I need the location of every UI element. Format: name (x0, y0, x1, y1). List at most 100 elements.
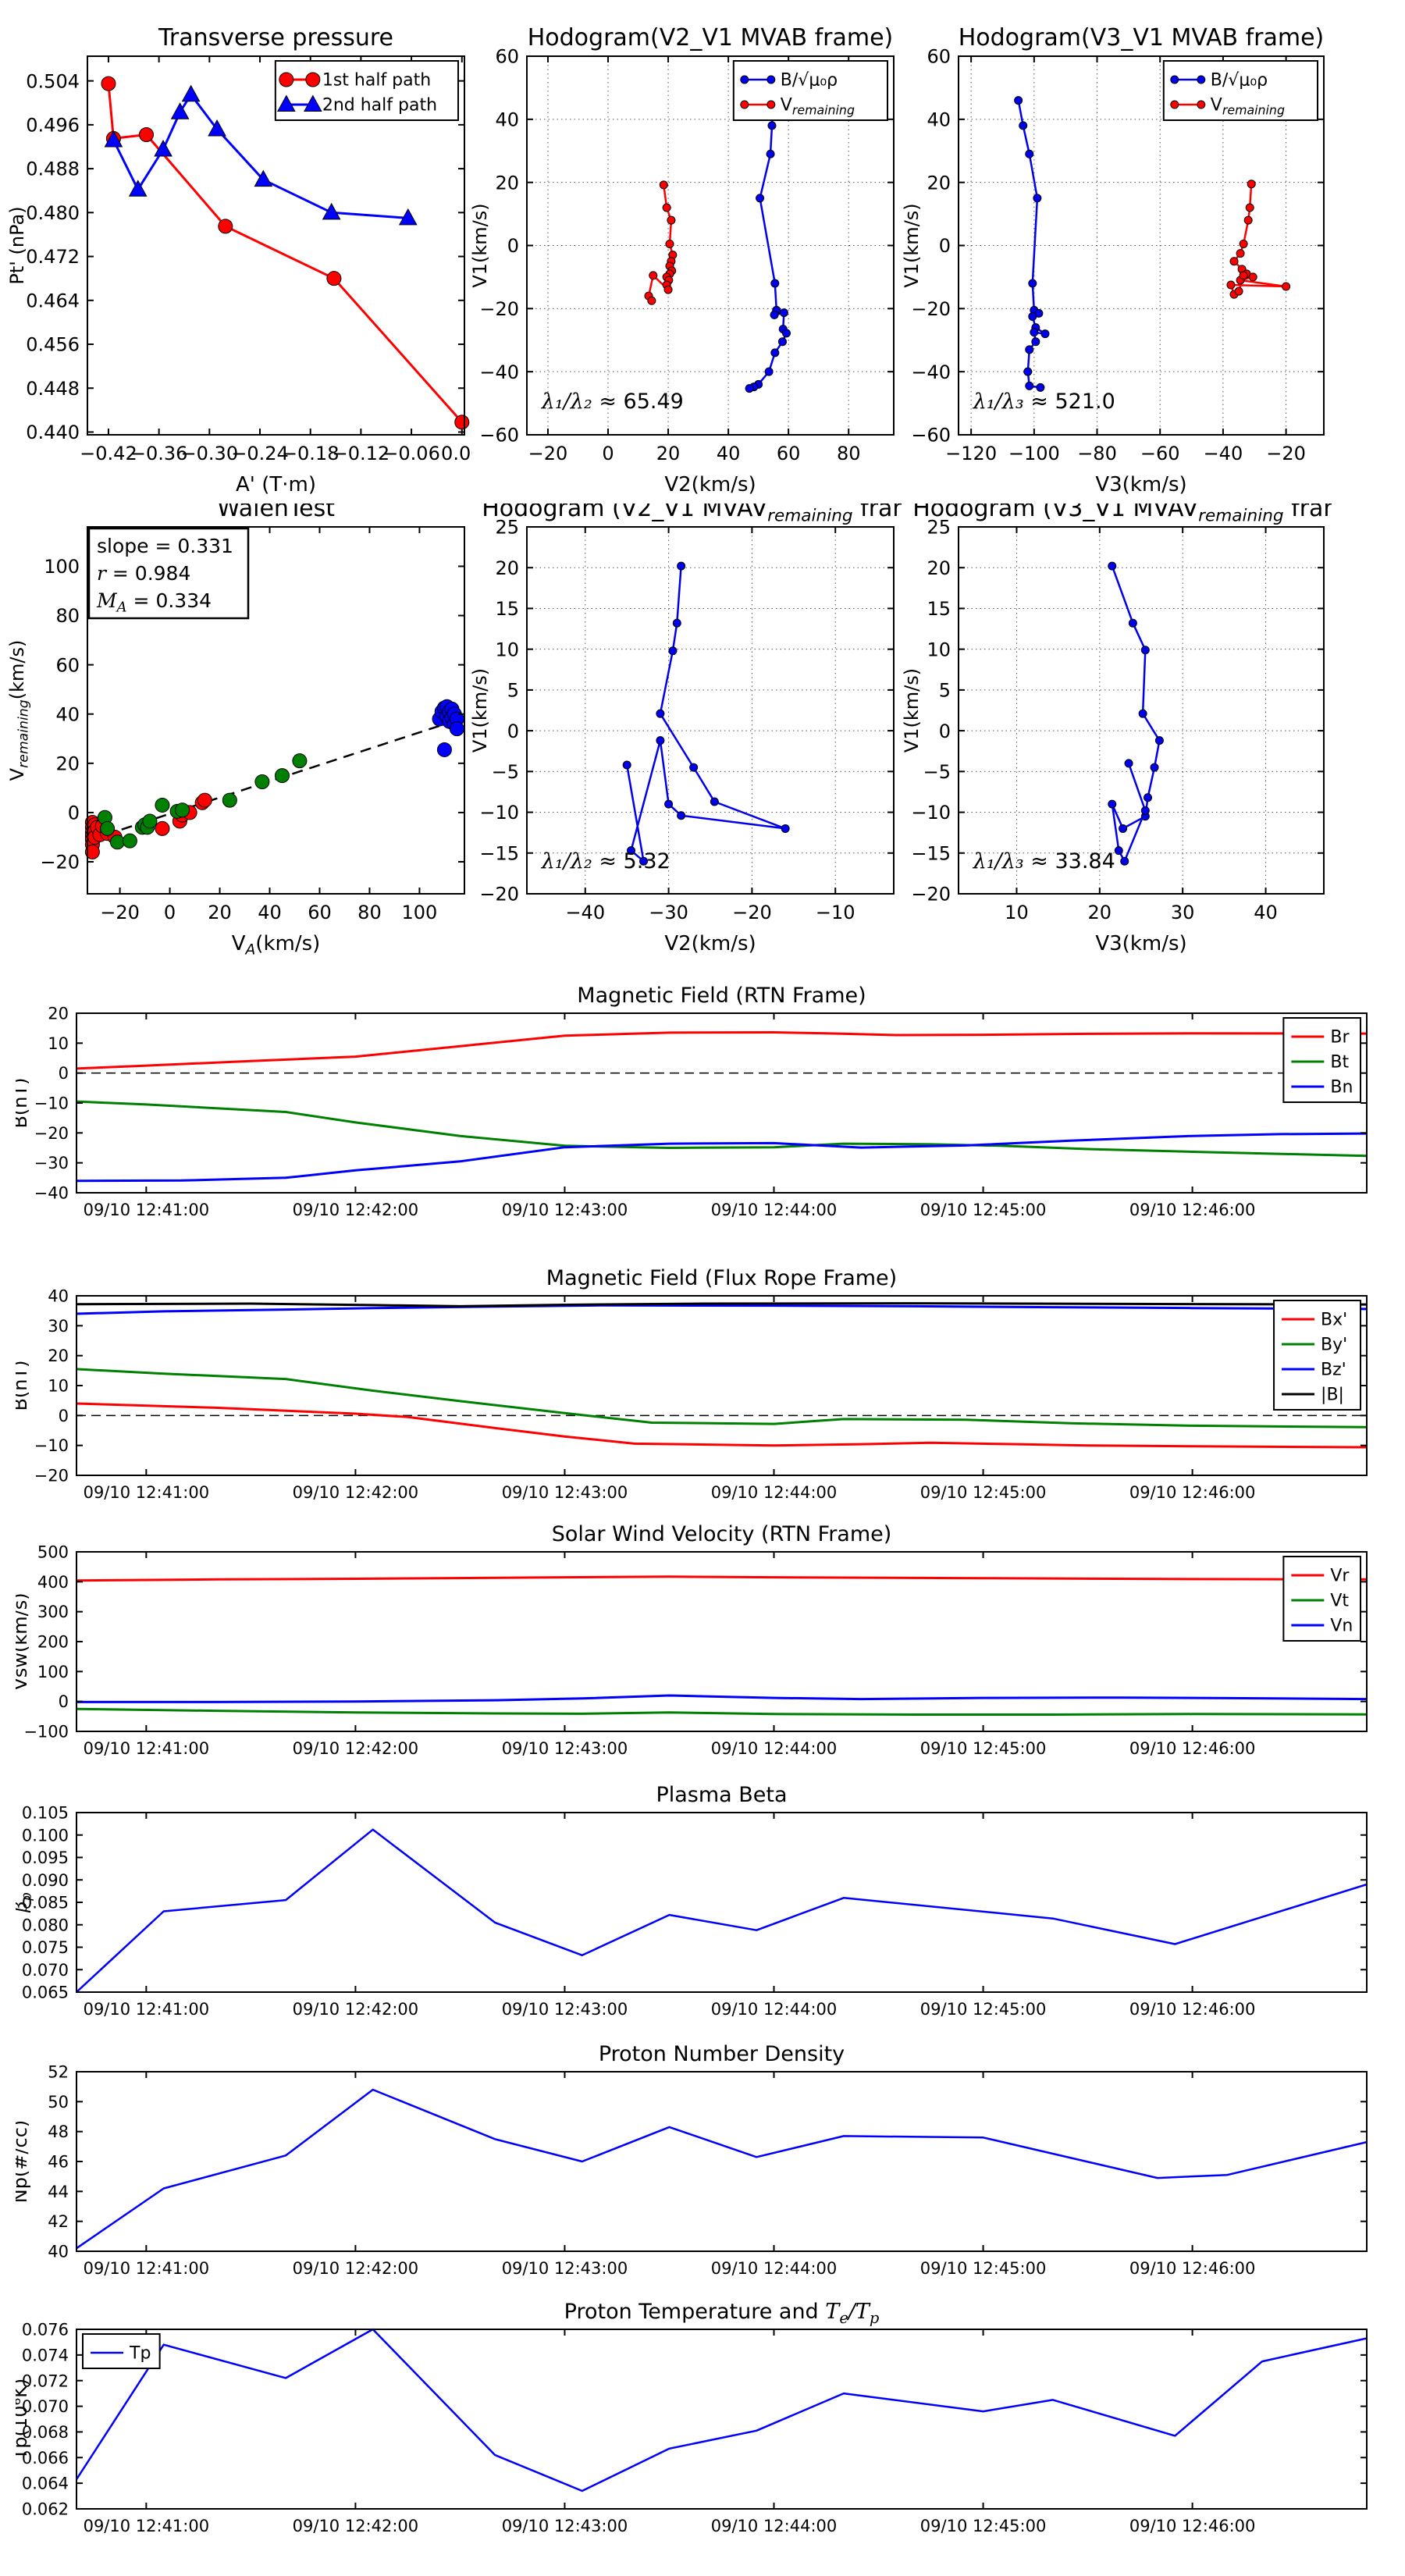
svg-text:Vremaining: Vremaining (1211, 95, 1285, 117)
svg-text:−0.06: −0.06 (382, 443, 440, 464)
svg-text:09/10 12:41:00: 09/10 12:41:00 (84, 1483, 210, 1502)
svg-text:20: 20 (656, 443, 681, 464)
svg-text:Hodogram (V3_V1 MVAVremaining: Hodogram (V3_V1 MVAVremaining frame) (912, 503, 1332, 526)
plasma-beta-chart: 09/10 12:41:00 09/10 12:42:00 09/10 12:43:… (16, 1784, 1378, 2028)
svg-text:09/10 12:41:00: 09/10 12:41:00 (84, 2517, 210, 2535)
svg-text:−40: −40 (565, 902, 605, 923)
svg-text:0: 0 (59, 1407, 69, 1425)
svg-text:09/10 12:41:00: 09/10 12:41:00 (84, 1739, 210, 1758)
svg-text:−60: −60 (479, 425, 519, 447)
svg-text:λ₁/λ₃ ≈ 33.84: λ₁/λ₃ ≈ 33.84 (973, 849, 1115, 873)
walen-test-chart: −20 0 20 40 60 80 100 −20 0 20 40 60 80 100 WalenTest V… (3, 503, 472, 961)
svg-text:60: 60 (308, 902, 332, 923)
svg-text:−5: −5 (492, 761, 519, 783)
solar-wind-velocity-canvas: 09/10 12:41:00 09/10 12:42:00 09/10 12:43:… (16, 1524, 1368, 1758)
svg-text:09/10 12:43:00: 09/10 12:43:00 (502, 1201, 628, 1219)
svg-text:09/10 12:42:00: 09/10 12:42:00 (293, 2259, 419, 2278)
svg-text:0.065: 0.065 (22, 1984, 69, 2002)
svg-text:Solar Wind Velocity (RTN Frame: Solar Wind Velocity (RTN Frame) (552, 1524, 892, 1546)
svg-text:By': By' (1321, 1335, 1347, 1354)
svg-text:09/10 12:46:00: 09/10 12:46:00 (1129, 1739, 1256, 1758)
svg-text:09/10 12:43:00: 09/10 12:43:00 (502, 2517, 628, 2535)
svg-text:100: 100 (44, 556, 80, 578)
svg-text:0.085: 0.085 (22, 1894, 69, 1912)
svg-text:60: 60 (55, 654, 80, 676)
svg-text:20: 20 (495, 172, 519, 194)
svg-text:09/10 12:46:00: 09/10 12:46:00 (1129, 2000, 1256, 2019)
svg-text:−20: −20 (911, 298, 951, 320)
svg-text:09/10 12:41:00: 09/10 12:41:00 (84, 2259, 210, 2278)
svg-text:slope = 0.331: slope = 0.331 (97, 535, 233, 557)
svg-text:βp: βp (16, 1893, 34, 1913)
svg-text:0.480: 0.480 (26, 202, 80, 224)
hodogram-v3v1-mvav-chart: 10 20 30 40 −20 −15 −10 −5 0 5 10 15 20 25 Hodogram (V… (898, 503, 1332, 961)
svg-text:λ₁/λ₂ ≈ 5.32: λ₁/λ₂ ≈ 5.32 (541, 849, 670, 873)
svg-text:20: 20 (927, 172, 951, 194)
svg-text:Vsw(km/s): Vsw(km/s) (16, 1592, 31, 1690)
svg-text:B/√μ₀ρ: B/√μ₀ρ (781, 70, 838, 90)
svg-text:V2(km/s): V2(km/s) (664, 932, 756, 955)
svg-text:0.072: 0.072 (22, 2371, 69, 2390)
svg-text:09/10 12:42:00: 09/10 12:42:00 (293, 2517, 419, 2535)
svg-text:V1(km/s): V1(km/s) (469, 668, 491, 753)
svg-text:Vn: Vn (1330, 1616, 1353, 1635)
svg-text:0.074: 0.074 (22, 2346, 69, 2364)
svg-text:10: 10 (48, 1377, 69, 1396)
svg-text:200: 200 (37, 1633, 69, 1652)
svg-text:09/10 12:45:00: 09/10 12:45:00 (920, 2259, 1047, 2278)
svg-text:40: 40 (927, 109, 951, 130)
svg-text:|B|: |B| (1321, 1385, 1344, 1404)
svg-text:0: 0 (164, 902, 176, 923)
svg-text:44: 44 (48, 2183, 69, 2201)
svg-text:0.105: 0.105 (22, 1804, 69, 1823)
svg-text:Magnetic Field (Flux Rope Fram: Magnetic Field (Flux Rope Frame) (546, 1268, 897, 1290)
svg-text:1st half path: 1st half path (322, 70, 431, 90)
svg-text:Transverse pressure: Transverse pressure (158, 24, 393, 52)
svg-text:40: 40 (717, 443, 741, 464)
svg-text:25: 25 (927, 517, 951, 539)
svg-text:80: 80 (55, 605, 80, 627)
svg-text:−60: −60 (911, 425, 951, 447)
svg-text:0.448: 0.448 (26, 378, 80, 400)
svg-text:20: 20 (1088, 902, 1112, 923)
svg-text:0.504: 0.504 (26, 70, 80, 92)
svg-text:20: 20 (495, 557, 519, 579)
svg-text:Hodogram(V2_V1 MVAB frame): Hodogram(V2_V1 MVAB frame) (528, 24, 894, 52)
svg-text:09/10 12:44:00: 09/10 12:44:00 (711, 2259, 838, 2278)
svg-text:09/10 12:41:00: 09/10 12:41:00 (84, 2000, 210, 2019)
svg-text:−20: −20 (1266, 443, 1306, 464)
svg-text:−0.24: −0.24 (231, 443, 289, 464)
svg-text:0: 0 (602, 443, 614, 464)
svg-text:80: 80 (837, 443, 861, 464)
svg-text:λ₁/λ₂ ≈ 65.49: λ₁/λ₂ ≈ 65.49 (541, 390, 684, 414)
proton-temperature-canvas: 09/10 12:41:00 09/10 12:42:00 09/10 12:43:… (16, 2301, 1368, 2535)
hodogram-v3v1-mvab-chart: −120 −100 −80 −60 −40 −20 −60 −40 −20 0 20 40 60 Hodo… (898, 22, 1332, 503)
svg-text:09/10 12:45:00: 09/10 12:45:00 (920, 1201, 1047, 1219)
svg-text:50: 50 (48, 2093, 69, 2112)
svg-text:−10: −10 (479, 802, 519, 824)
svg-text:Bz': Bz' (1321, 1360, 1346, 1379)
svg-text:−10: −10 (34, 1436, 69, 1455)
svg-text:−20: −20 (34, 1124, 69, 1143)
svg-text:−100: −100 (23, 1723, 69, 1742)
svg-text:09/10 12:45:00: 09/10 12:45:00 (920, 2517, 1047, 2535)
svg-text:−0.18: −0.18 (282, 443, 340, 464)
svg-text:0.456: 0.456 (26, 334, 80, 356)
svg-text:09/10 12:46:00: 09/10 12:46:00 (1129, 2259, 1256, 2278)
svg-text:09/10 12:45:00: 09/10 12:45:00 (920, 1483, 1047, 1502)
svg-text:0.00: 0.00 (441, 443, 472, 464)
svg-text:0.076: 0.076 (22, 2321, 69, 2339)
svg-text:−40: −40 (34, 1184, 69, 1203)
svg-text:WalenTest: WalenTest (217, 503, 335, 522)
svg-text:−40: −40 (479, 361, 519, 383)
svg-text:−0.12: −0.12 (333, 443, 390, 464)
proton-density-chart: 09/10 12:41:00 09/10 12:42:00 09/10 12:43:… (16, 2044, 1378, 2287)
svg-text:500: 500 (37, 1543, 69, 1562)
svg-text:09/10 12:42:00: 09/10 12:42:00 (293, 1201, 419, 1219)
svg-text:2nd half path: 2nd half path (322, 95, 437, 115)
svg-text:−10: −10 (34, 1094, 69, 1113)
svg-text:−10: −10 (816, 902, 855, 923)
svg-text:20: 20 (48, 1347, 69, 1365)
svg-text:−20: −20 (479, 884, 519, 906)
